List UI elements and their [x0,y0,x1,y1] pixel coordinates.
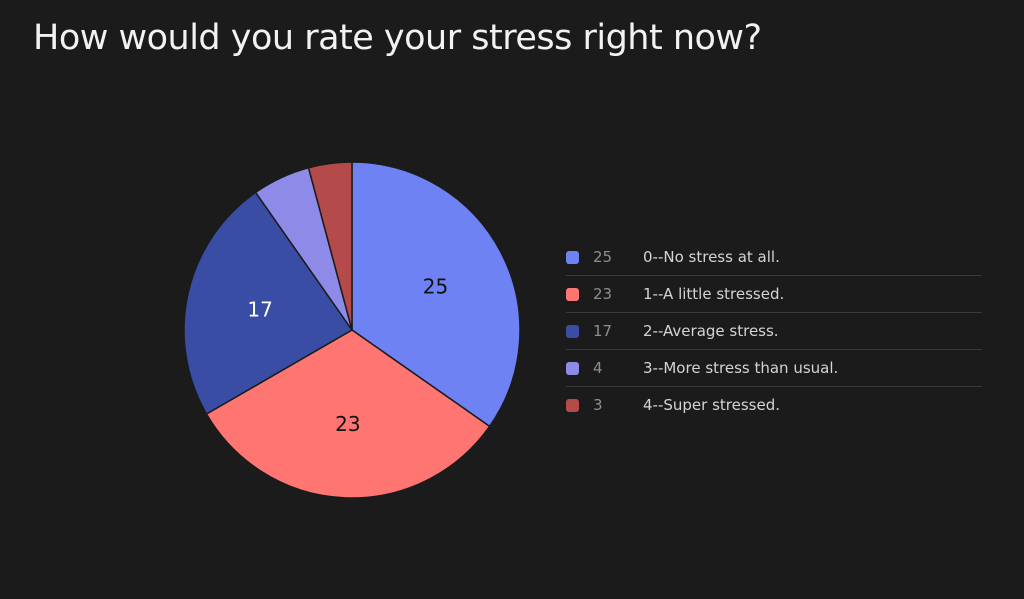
legend-item: 25 0--No stress at all. [566,239,982,276]
legend-count: 23 [593,285,613,303]
legend-label: 1--A little stressed. [643,285,785,303]
slice-value-label: 23 [335,412,360,436]
legend: 25 0--No stress at all. 23 1--A little s… [566,239,982,423]
chart-title: How would you rate your stress right now… [33,18,762,58]
slice-value-label: 17 [247,298,272,322]
legend-item: 17 2--Average stress. [566,313,982,350]
legend-label: 4--Super stressed. [643,396,780,414]
slice-value-label: 25 [423,275,448,299]
pie-slice [183,191,353,415]
legend-label: 3--More stress than usual. [643,359,839,377]
pie-slice [205,329,491,499]
legend-swatch-icon [566,324,579,338]
legend-item: 3 4--Super stressed. [566,387,982,423]
legend-count: 4 [593,359,603,377]
pie-slice [351,161,521,428]
legend-swatch-icon [566,287,579,301]
legend-label: 0--No stress at all. [643,248,780,266]
legend-swatch-icon [566,398,579,412]
legend-count: 25 [593,248,613,266]
legend-swatch-icon [566,250,579,264]
legend-label: 2--Average stress. [643,322,779,340]
legend-count: 17 [593,322,613,340]
legend-count: 3 [593,396,603,414]
legend-item: 4 3--More stress than usual. [566,350,982,387]
legend-item: 23 1--A little stressed. [566,276,982,313]
pie-slice [307,161,353,331]
legend-swatch-icon [566,361,579,375]
